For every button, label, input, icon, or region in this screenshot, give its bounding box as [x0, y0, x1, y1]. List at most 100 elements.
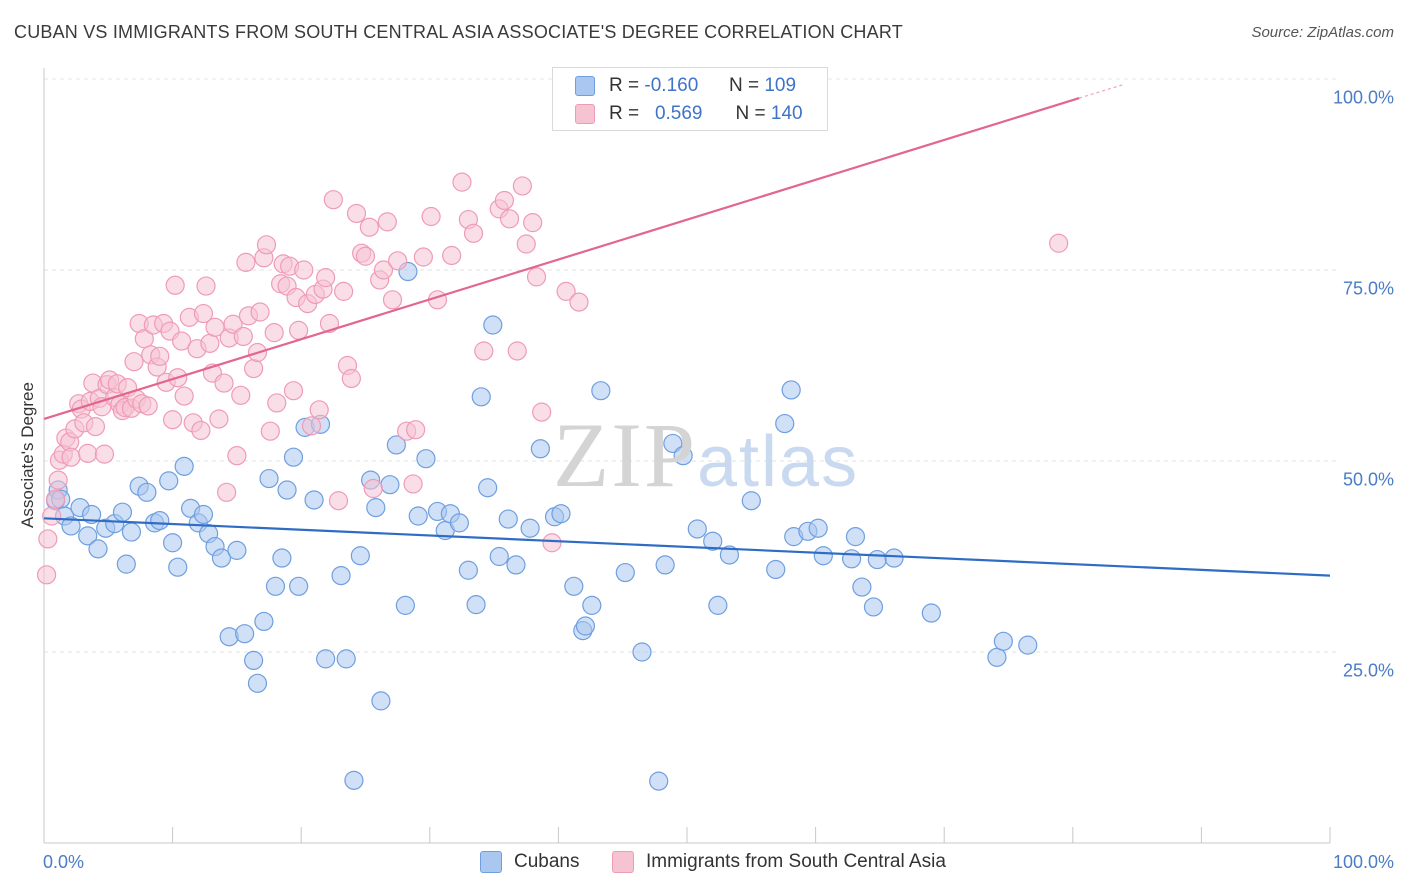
- y-tick-label: 100.0%: [1332, 87, 1394, 108]
- cubans-point: [719, 545, 740, 565]
- immigrants-point: [373, 260, 394, 280]
- cubans-point: [78, 526, 98, 546]
- cubans-point: [304, 490, 324, 510]
- immigrants-point: [174, 386, 194, 406]
- cubans-point: [259, 468, 279, 489]
- immigrants-point: [377, 212, 397, 232]
- cubans-point: [775, 413, 795, 434]
- immigrants-point: [283, 381, 304, 401]
- cubans-point: [395, 595, 415, 615]
- immigrants-point: [523, 213, 543, 233]
- cubans-point: [867, 549, 887, 570]
- cubans-point: [112, 502, 133, 522]
- legend-r-value: -0.160: [644, 75, 699, 96]
- cubans-point: [277, 480, 297, 500]
- immigrants-point: [214, 373, 234, 393]
- x-tick-label: 100.0%: [1332, 852, 1394, 872]
- immigrants-point: [494, 190, 514, 211]
- cubans-point: [708, 595, 728, 615]
- immigrants-point: [78, 443, 98, 463]
- x-tick-label: 0.0%: [43, 852, 85, 872]
- cubans-point: [244, 650, 264, 671]
- immigrants-point: [48, 470, 68, 490]
- legend-swatch-cubans: [575, 76, 595, 96]
- immigrants-point: [556, 281, 576, 301]
- immigrants-point: [316, 268, 336, 288]
- immigrants-point: [363, 478, 383, 499]
- immigrants-point: [36, 565, 57, 585]
- immigrants-point: [193, 303, 214, 324]
- legend-row-cubans: R = -0.160 N = 109: [575, 73, 796, 99]
- immigrants-point: [301, 416, 322, 436]
- immigrants-point: [421, 206, 441, 227]
- cubans-point: [168, 557, 188, 577]
- cubans-point: [366, 498, 386, 518]
- immigrants-point: [172, 331, 192, 351]
- trend-layer: [43, 83, 1331, 577]
- immigrants-point: [165, 275, 185, 295]
- legend-r-label: R =: [609, 103, 640, 124]
- chart-source: Source: ZipAtlas.com: [1251, 24, 1394, 41]
- cubans-point: [193, 504, 214, 525]
- bottom-legend-swatch: [480, 851, 502, 873]
- legend-n-label: N =: [735, 103, 766, 124]
- immigrants-point: [328, 491, 349, 511]
- cubans-point: [380, 475, 400, 495]
- chart-title: CUBAN VS IMMIGRANTS FROM SOUTH CENTRAL A…: [14, 22, 903, 42]
- legend: R = -0.160 N = 109 R = 0.569 N = 140: [552, 67, 828, 131]
- cubans-point: [741, 491, 761, 511]
- cubans-point: [150, 510, 170, 531]
- legend-n-value: 109: [764, 75, 797, 96]
- cubans-point: [88, 539, 108, 559]
- watermark: ZIPatlas: [553, 402, 859, 508]
- y-axis-label: Associate's Degree: [18, 382, 37, 528]
- immigrants-point: [359, 217, 379, 237]
- cubans-point: [813, 546, 833, 566]
- cubans-point: [316, 649, 336, 669]
- cubans-point: [703, 531, 723, 551]
- axis-layer: [43, 68, 1331, 844]
- cubans-point: [137, 482, 157, 502]
- cubans-point: [458, 560, 478, 580]
- immigrants-point: [264, 323, 284, 343]
- legend-n-value: 140: [770, 103, 803, 124]
- cubans-point: [766, 559, 786, 580]
- cubans-point: [121, 522, 142, 542]
- immigrants-point: [200, 333, 220, 353]
- cubans-point: [471, 387, 491, 407]
- immigrants-point: [382, 290, 403, 310]
- bottom-legend-cubans: Cubans: [480, 851, 580, 873]
- cubans-point: [520, 518, 540, 538]
- cubans-point: [530, 439, 550, 459]
- immigrants-point: [227, 446, 247, 466]
- immigrants-point: [507, 341, 527, 361]
- immigrants-point: [138, 396, 158, 416]
- cubans-point: [289, 576, 309, 596]
- cubans-point: [884, 548, 904, 568]
- immigrants-point: [223, 314, 243, 334]
- cubans-point: [498, 509, 518, 529]
- cubans-point: [852, 577, 872, 597]
- cubans-point: [235, 624, 255, 644]
- y-tick-label: 50.0%: [1342, 469, 1394, 490]
- bottom-legend-immigrants: Immigrants from South Central Asia: [612, 851, 946, 873]
- immigrants-point: [309, 400, 329, 420]
- cubans-point: [506, 555, 526, 575]
- y-tick-label: 25.0%: [1342, 660, 1394, 681]
- cubans-point: [1018, 635, 1038, 655]
- immigrants-point: [452, 172, 472, 192]
- bottom-legend-label: Cubans: [514, 851, 580, 872]
- bottom-legend-label: Immigrants from South Central Asia: [646, 851, 946, 872]
- immigrants-point: [233, 326, 253, 347]
- cubans-point: [575, 616, 596, 636]
- immigrants-point: [38, 529, 58, 549]
- immigrants-point: [85, 417, 106, 437]
- legend-swatch-immigrants: [575, 104, 595, 124]
- immigrants-point: [526, 267, 547, 287]
- immigrants-point: [442, 245, 462, 266]
- cubans-point: [116, 554, 136, 574]
- immigrants-point: [236, 252, 256, 272]
- immigrants-point: [463, 223, 484, 243]
- immigrants-point: [231, 385, 251, 405]
